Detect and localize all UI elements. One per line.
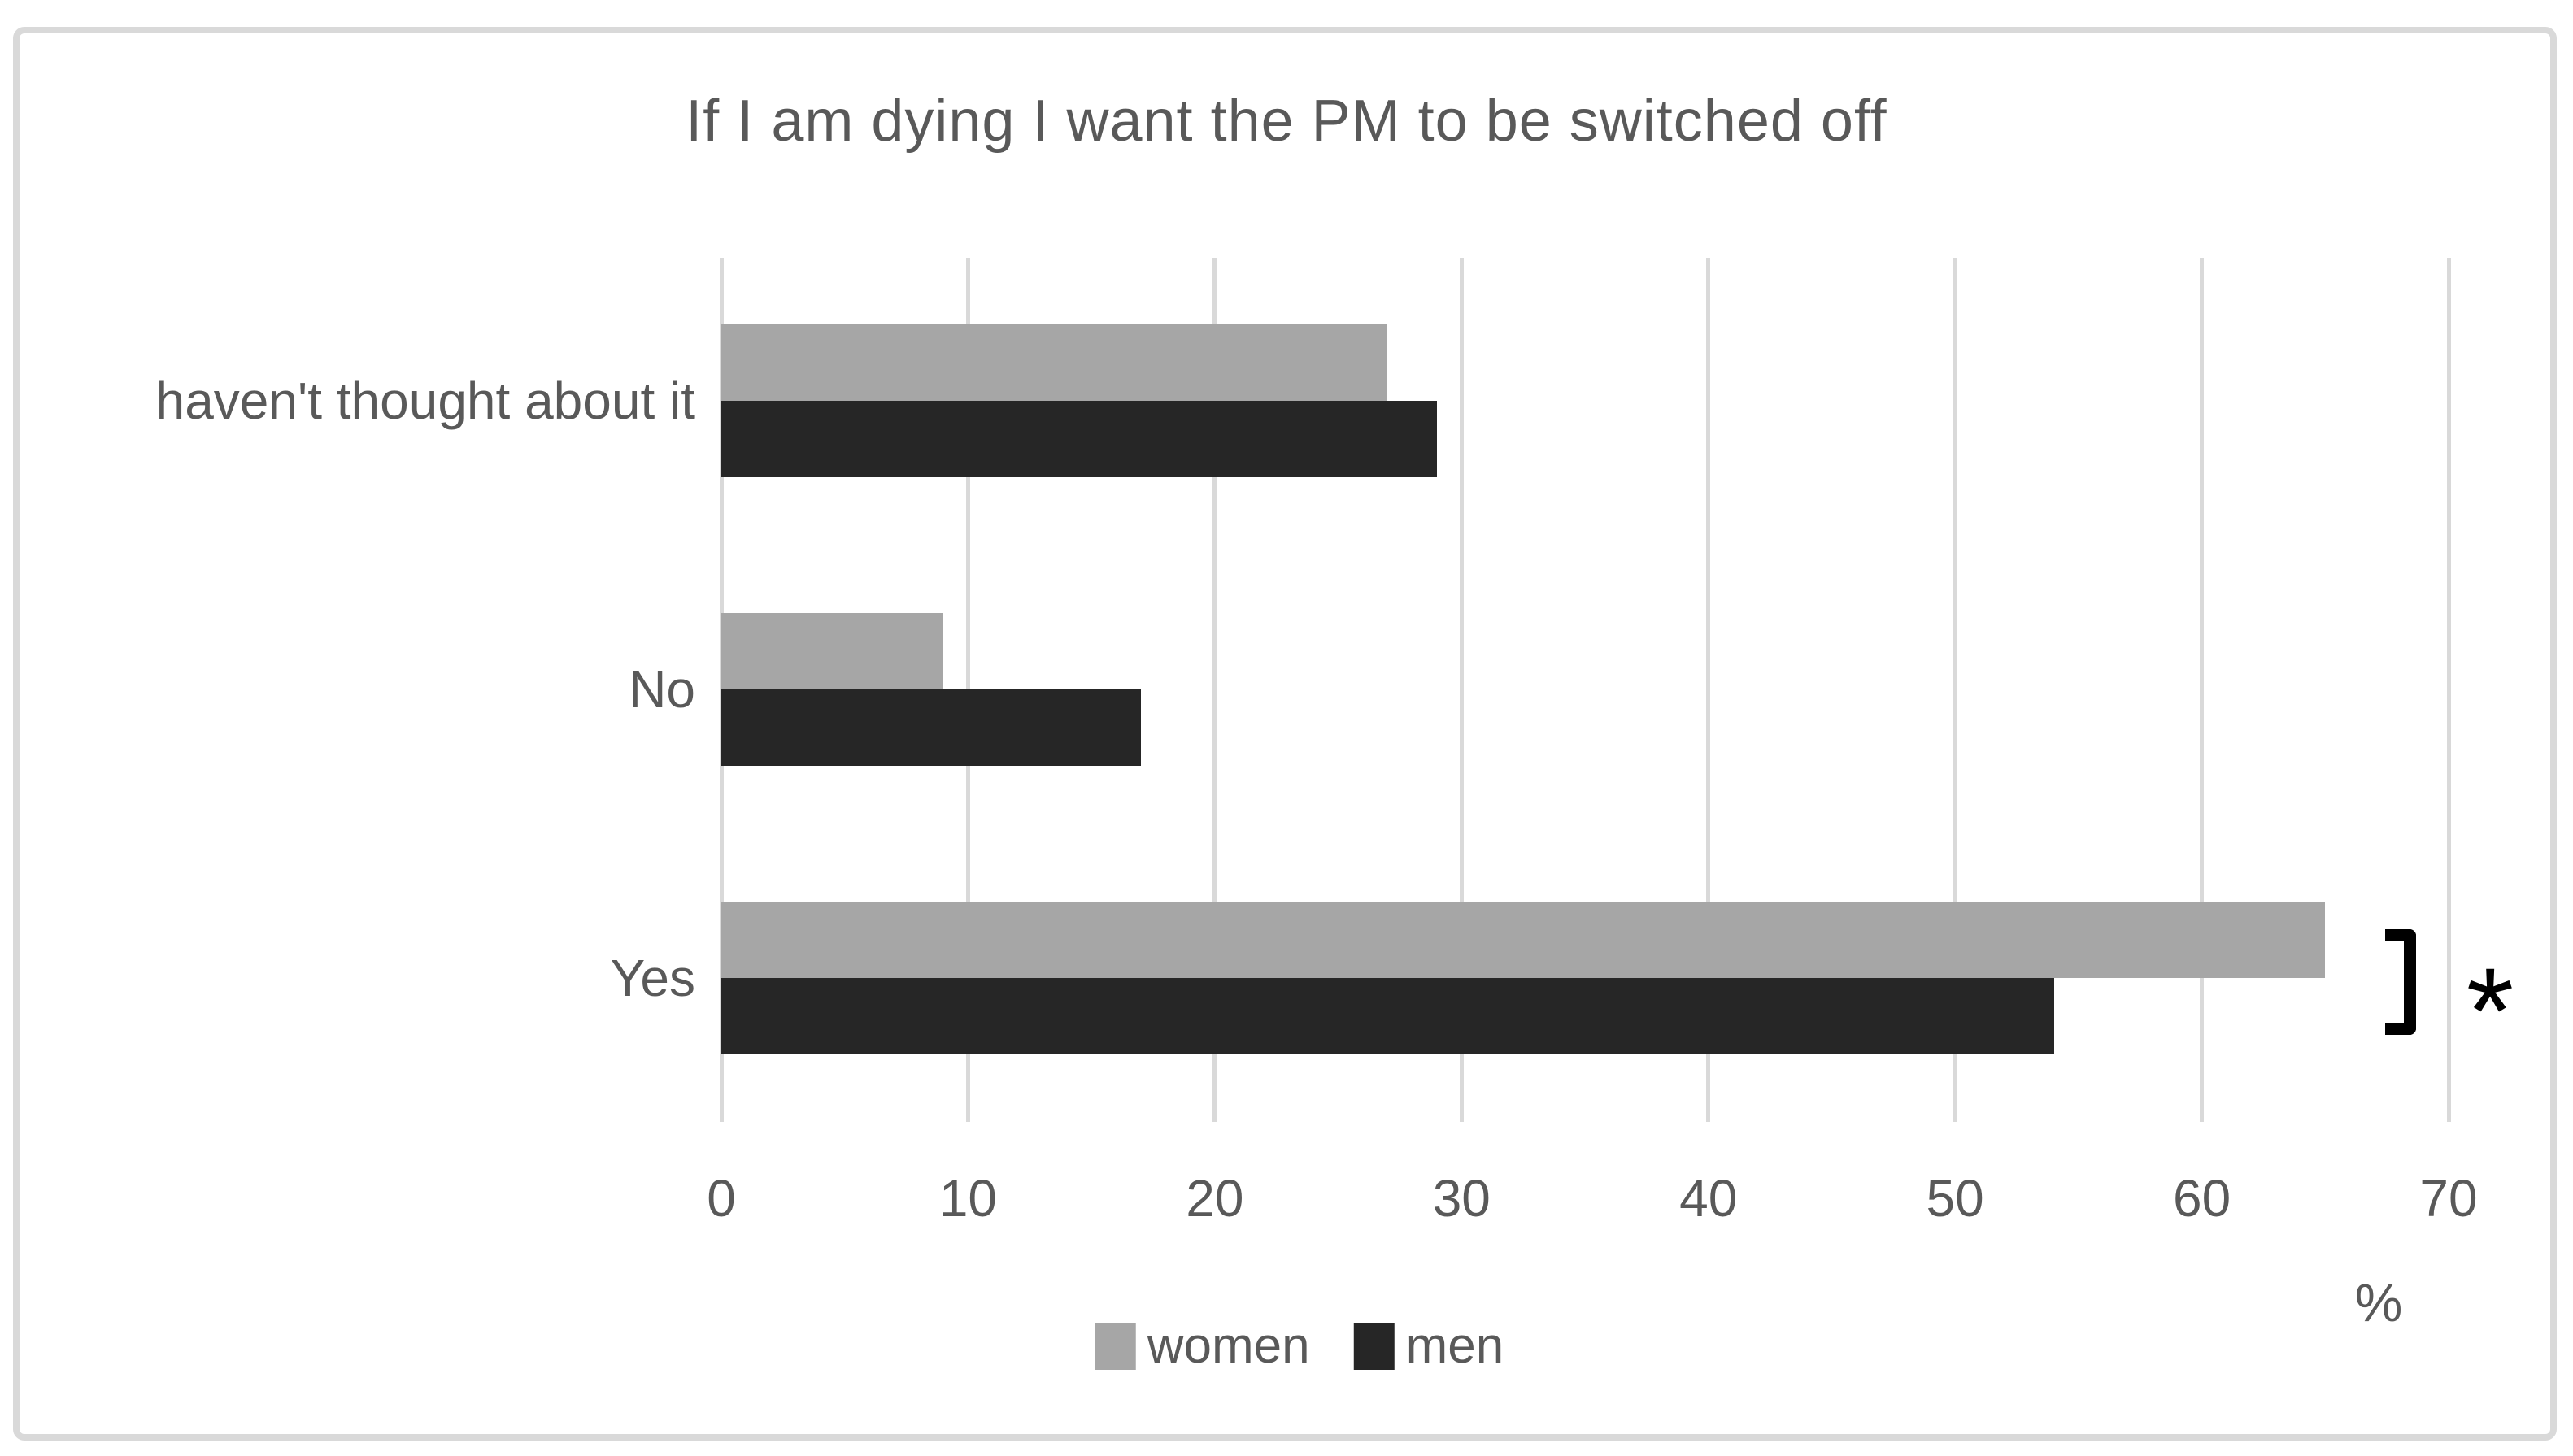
legend-swatch-men — [1353, 1322, 1395, 1370]
legend: women men — [1095, 1317, 1504, 1375]
legend-label-men: men — [1405, 1318, 1504, 1374]
x-tick-20: 20 — [1186, 1169, 1244, 1228]
chart-title: If I am dying I want the PM to be switch… — [686, 89, 1887, 154]
bar-women-haven-t-thought-about-it — [721, 324, 1388, 401]
x-tick-70: 70 — [2419, 1169, 2478, 1228]
gridline-20 — [1212, 258, 1217, 1122]
bar-men-yes — [721, 978, 2054, 1054]
x-tick-0: 0 — [707, 1169, 736, 1228]
plot-area — [719, 258, 2451, 1122]
significance-bracket — [2385, 929, 2416, 1035]
bar-men-no — [721, 689, 1141, 766]
gridline-40 — [1706, 258, 1711, 1122]
bar-men-haven-t-thought-about-it — [721, 401, 1437, 477]
category-label-haven-t-thought-about-it: haven't thought about it — [155, 372, 695, 430]
x-tick-60: 60 — [2172, 1169, 2231, 1228]
bar-women-yes — [721, 902, 2326, 978]
x-tick-50: 50 — [1926, 1169, 1984, 1228]
gridline-50 — [1953, 258, 1957, 1122]
x-tick-30: 30 — [1432, 1169, 1491, 1228]
x-axis-unit-label: % — [2354, 1272, 2403, 1332]
gridline-60 — [2200, 258, 2205, 1122]
category-label-yes: Yes — [610, 949, 695, 1007]
gridline-30 — [1459, 258, 1464, 1122]
gridline-70 — [2446, 258, 2451, 1122]
legend-label-women: women — [1147, 1318, 1310, 1374]
x-tick-40: 40 — [1679, 1169, 1738, 1228]
legend-swatch-women — [1095, 1322, 1136, 1370]
x-tick-10: 10 — [938, 1169, 998, 1228]
legend-item-women: women — [1095, 1317, 1310, 1375]
significance-asterisk: * — [2466, 942, 2514, 1079]
chart-border-frame — [13, 27, 2557, 1441]
bar-women-no — [721, 613, 944, 689]
category-label-no: No — [629, 660, 695, 719]
legend-item-men: men — [1353, 1317, 1504, 1375]
